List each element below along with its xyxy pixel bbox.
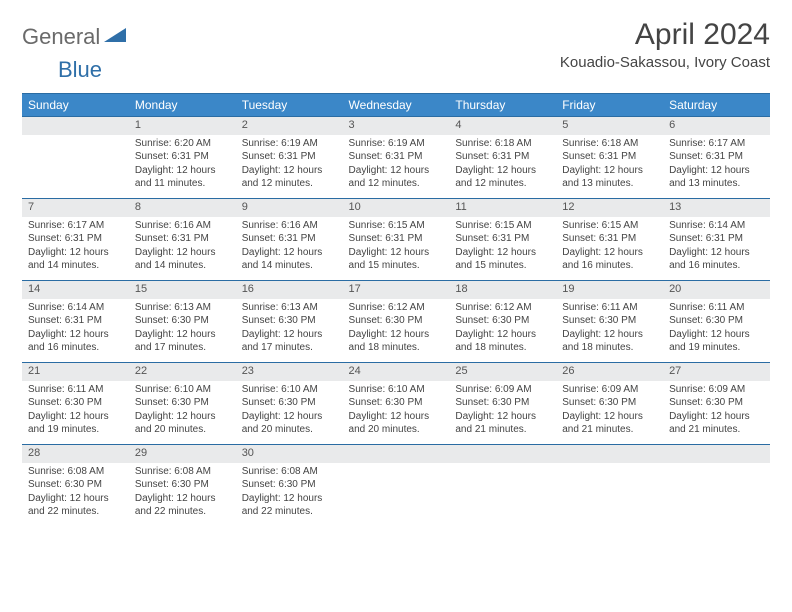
day-content-cell: Sunrise: 6:13 AMSunset: 6:30 PMDaylight:… bbox=[236, 299, 343, 363]
day-number-cell: 29 bbox=[129, 445, 236, 463]
day-content-cell: Sunrise: 6:09 AMSunset: 6:30 PMDaylight:… bbox=[663, 381, 770, 445]
weekday-header: Sunday bbox=[22, 94, 129, 117]
day-content-cell: Sunrise: 6:10 AMSunset: 6:30 PMDaylight:… bbox=[129, 381, 236, 445]
day-content-cell: Sunrise: 6:14 AMSunset: 6:31 PMDaylight:… bbox=[663, 217, 770, 281]
day-number-cell: 6 bbox=[663, 117, 770, 135]
day-content-cell: Sunrise: 6:17 AMSunset: 6:31 PMDaylight:… bbox=[663, 135, 770, 199]
day-content-row: Sunrise: 6:20 AMSunset: 6:31 PMDaylight:… bbox=[22, 135, 770, 199]
weekday-header: Tuesday bbox=[236, 94, 343, 117]
day-number-cell bbox=[449, 445, 556, 463]
day-number-cell: 10 bbox=[343, 199, 450, 217]
weekday-header: Monday bbox=[129, 94, 236, 117]
logo-text-blue: Blue bbox=[58, 57, 102, 82]
day-content-cell: Sunrise: 6:19 AMSunset: 6:31 PMDaylight:… bbox=[236, 135, 343, 199]
weekday-header-row: SundayMondayTuesdayWednesdayThursdayFrid… bbox=[22, 94, 770, 117]
day-content-cell bbox=[343, 463, 450, 527]
day-content-row: Sunrise: 6:14 AMSunset: 6:31 PMDaylight:… bbox=[22, 299, 770, 363]
weekday-header: Friday bbox=[556, 94, 663, 117]
weekday-header: Wednesday bbox=[343, 94, 450, 117]
day-content-cell: Sunrise: 6:12 AMSunset: 6:30 PMDaylight:… bbox=[449, 299, 556, 363]
day-number-row: 14151617181920 bbox=[22, 281, 770, 299]
weekday-header: Thursday bbox=[449, 94, 556, 117]
day-number-cell: 13 bbox=[663, 199, 770, 217]
day-content-cell bbox=[663, 463, 770, 527]
day-content-cell: Sunrise: 6:08 AMSunset: 6:30 PMDaylight:… bbox=[22, 463, 129, 527]
logo: General bbox=[22, 24, 128, 50]
day-content-cell: Sunrise: 6:14 AMSunset: 6:31 PMDaylight:… bbox=[22, 299, 129, 363]
day-content-cell bbox=[22, 135, 129, 199]
day-content-cell: Sunrise: 6:10 AMSunset: 6:30 PMDaylight:… bbox=[236, 381, 343, 445]
day-number-row: 123456 bbox=[22, 117, 770, 135]
day-number-cell: 28 bbox=[22, 445, 129, 463]
day-number-cell: 22 bbox=[129, 363, 236, 381]
day-content-cell: Sunrise: 6:08 AMSunset: 6:30 PMDaylight:… bbox=[129, 463, 236, 527]
day-number-cell bbox=[343, 445, 450, 463]
day-number-cell: 5 bbox=[556, 117, 663, 135]
day-content-cell: Sunrise: 6:18 AMSunset: 6:31 PMDaylight:… bbox=[556, 135, 663, 199]
day-number-cell: 3 bbox=[343, 117, 450, 135]
day-number-cell: 23 bbox=[236, 363, 343, 381]
day-number-cell: 7 bbox=[22, 199, 129, 217]
day-content-cell: Sunrise: 6:19 AMSunset: 6:31 PMDaylight:… bbox=[343, 135, 450, 199]
day-content-cell: Sunrise: 6:11 AMSunset: 6:30 PMDaylight:… bbox=[556, 299, 663, 363]
day-number-cell bbox=[556, 445, 663, 463]
day-number-cell: 14 bbox=[22, 281, 129, 299]
day-content-cell: Sunrise: 6:11 AMSunset: 6:30 PMDaylight:… bbox=[22, 381, 129, 445]
day-number-cell: 8 bbox=[129, 199, 236, 217]
weekday-header: Saturday bbox=[663, 94, 770, 117]
day-content-row: Sunrise: 6:11 AMSunset: 6:30 PMDaylight:… bbox=[22, 381, 770, 445]
day-content-cell bbox=[449, 463, 556, 527]
day-content-cell bbox=[556, 463, 663, 527]
day-content-cell: Sunrise: 6:17 AMSunset: 6:31 PMDaylight:… bbox=[22, 217, 129, 281]
day-number-cell: 16 bbox=[236, 281, 343, 299]
day-number-cell: 24 bbox=[343, 363, 450, 381]
day-number-cell: 19 bbox=[556, 281, 663, 299]
day-number-cell: 2 bbox=[236, 117, 343, 135]
day-content-cell: Sunrise: 6:09 AMSunset: 6:30 PMDaylight:… bbox=[556, 381, 663, 445]
day-number-row: 78910111213 bbox=[22, 199, 770, 217]
day-number-cell bbox=[663, 445, 770, 463]
day-content-cell: Sunrise: 6:12 AMSunset: 6:30 PMDaylight:… bbox=[343, 299, 450, 363]
day-content-cell: Sunrise: 6:08 AMSunset: 6:30 PMDaylight:… bbox=[236, 463, 343, 527]
day-number-cell: 17 bbox=[343, 281, 450, 299]
day-number-cell: 1 bbox=[129, 117, 236, 135]
page-title: April 2024 bbox=[560, 18, 770, 52]
calendar-table: SundayMondayTuesdayWednesdayThursdayFrid… bbox=[22, 93, 770, 527]
day-content-cell: Sunrise: 6:11 AMSunset: 6:30 PMDaylight:… bbox=[663, 299, 770, 363]
day-number-cell: 15 bbox=[129, 281, 236, 299]
day-number-cell: 20 bbox=[663, 281, 770, 299]
day-content-row: Sunrise: 6:08 AMSunset: 6:30 PMDaylight:… bbox=[22, 463, 770, 527]
day-number-cell: 4 bbox=[449, 117, 556, 135]
day-content-cell: Sunrise: 6:16 AMSunset: 6:31 PMDaylight:… bbox=[129, 217, 236, 281]
day-number-cell: 30 bbox=[236, 445, 343, 463]
day-number-cell: 9 bbox=[236, 199, 343, 217]
day-content-cell: Sunrise: 6:10 AMSunset: 6:30 PMDaylight:… bbox=[343, 381, 450, 445]
logo-triangle-icon bbox=[104, 26, 126, 49]
day-number-cell: 26 bbox=[556, 363, 663, 381]
day-number-cell: 18 bbox=[449, 281, 556, 299]
day-number-row: 21222324252627 bbox=[22, 363, 770, 381]
day-number-cell: 27 bbox=[663, 363, 770, 381]
day-number-cell bbox=[22, 117, 129, 135]
day-content-cell: Sunrise: 6:15 AMSunset: 6:31 PMDaylight:… bbox=[449, 217, 556, 281]
day-content-cell: Sunrise: 6:13 AMSunset: 6:30 PMDaylight:… bbox=[129, 299, 236, 363]
day-number-cell: 25 bbox=[449, 363, 556, 381]
day-content-cell: Sunrise: 6:18 AMSunset: 6:31 PMDaylight:… bbox=[449, 135, 556, 199]
day-content-row: Sunrise: 6:17 AMSunset: 6:31 PMDaylight:… bbox=[22, 217, 770, 281]
day-number-cell: 11 bbox=[449, 199, 556, 217]
day-content-cell: Sunrise: 6:15 AMSunset: 6:31 PMDaylight:… bbox=[343, 217, 450, 281]
day-content-cell: Sunrise: 6:09 AMSunset: 6:30 PMDaylight:… bbox=[449, 381, 556, 445]
day-number-row: 282930 bbox=[22, 445, 770, 463]
day-content-cell: Sunrise: 6:15 AMSunset: 6:31 PMDaylight:… bbox=[556, 217, 663, 281]
day-content-cell: Sunrise: 6:20 AMSunset: 6:31 PMDaylight:… bbox=[129, 135, 236, 199]
day-number-cell: 21 bbox=[22, 363, 129, 381]
day-content-cell: Sunrise: 6:16 AMSunset: 6:31 PMDaylight:… bbox=[236, 217, 343, 281]
logo-text-general: General bbox=[22, 24, 100, 50]
day-number-cell: 12 bbox=[556, 199, 663, 217]
